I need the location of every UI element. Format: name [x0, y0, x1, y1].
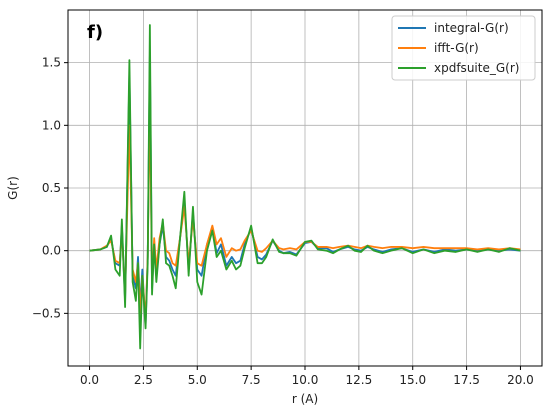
x-tick-label: 17.5 [453, 373, 480, 387]
x-tick-label: 2.5 [134, 373, 153, 387]
x-tick-label: 20.0 [507, 373, 534, 387]
y-axis-ticks: −0.5 0.0 0.5 1.0 1.5 [32, 56, 68, 320]
x-tick-label: 10.0 [292, 373, 319, 387]
y-axis-label: G(r) [6, 176, 20, 200]
series-line-2 [89, 24, 521, 350]
panel-label: f) [87, 22, 103, 43]
x-axis-label: r (A) [292, 392, 318, 406]
series-lines [89, 24, 521, 350]
grid [68, 10, 542, 366]
y-tick-label: 0.5 [42, 181, 61, 195]
y-tick-label: −0.5 [32, 306, 61, 320]
legend-label-xpdfsuite: xpdfsuite_G(r) [434, 61, 519, 75]
y-tick-label: 1.5 [42, 56, 61, 70]
x-tick-label: 15.0 [399, 373, 426, 387]
legend-box [391, 15, 536, 81]
legend-label-ifft: ifft-G(r) [434, 41, 479, 55]
y-tick-label: 1.0 [42, 118, 61, 132]
x-tick-label: 12.5 [346, 373, 373, 387]
x-tick-label: 5.0 [188, 373, 207, 387]
legend-label-integral: integral-G(r) [434, 21, 509, 35]
x-axis-ticks: 0.0 2.5 5.0 7.5 10.0 12.5 15.0 17.5 20.0 [80, 366, 534, 387]
x-tick-label: 7.5 [242, 373, 261, 387]
y-tick-label: 0.0 [42, 244, 61, 258]
x-tick-label: 0.0 [80, 373, 99, 387]
legend: integral-G(r) ifft-G(r) xpdfsuite_G(r) [391, 15, 536, 81]
